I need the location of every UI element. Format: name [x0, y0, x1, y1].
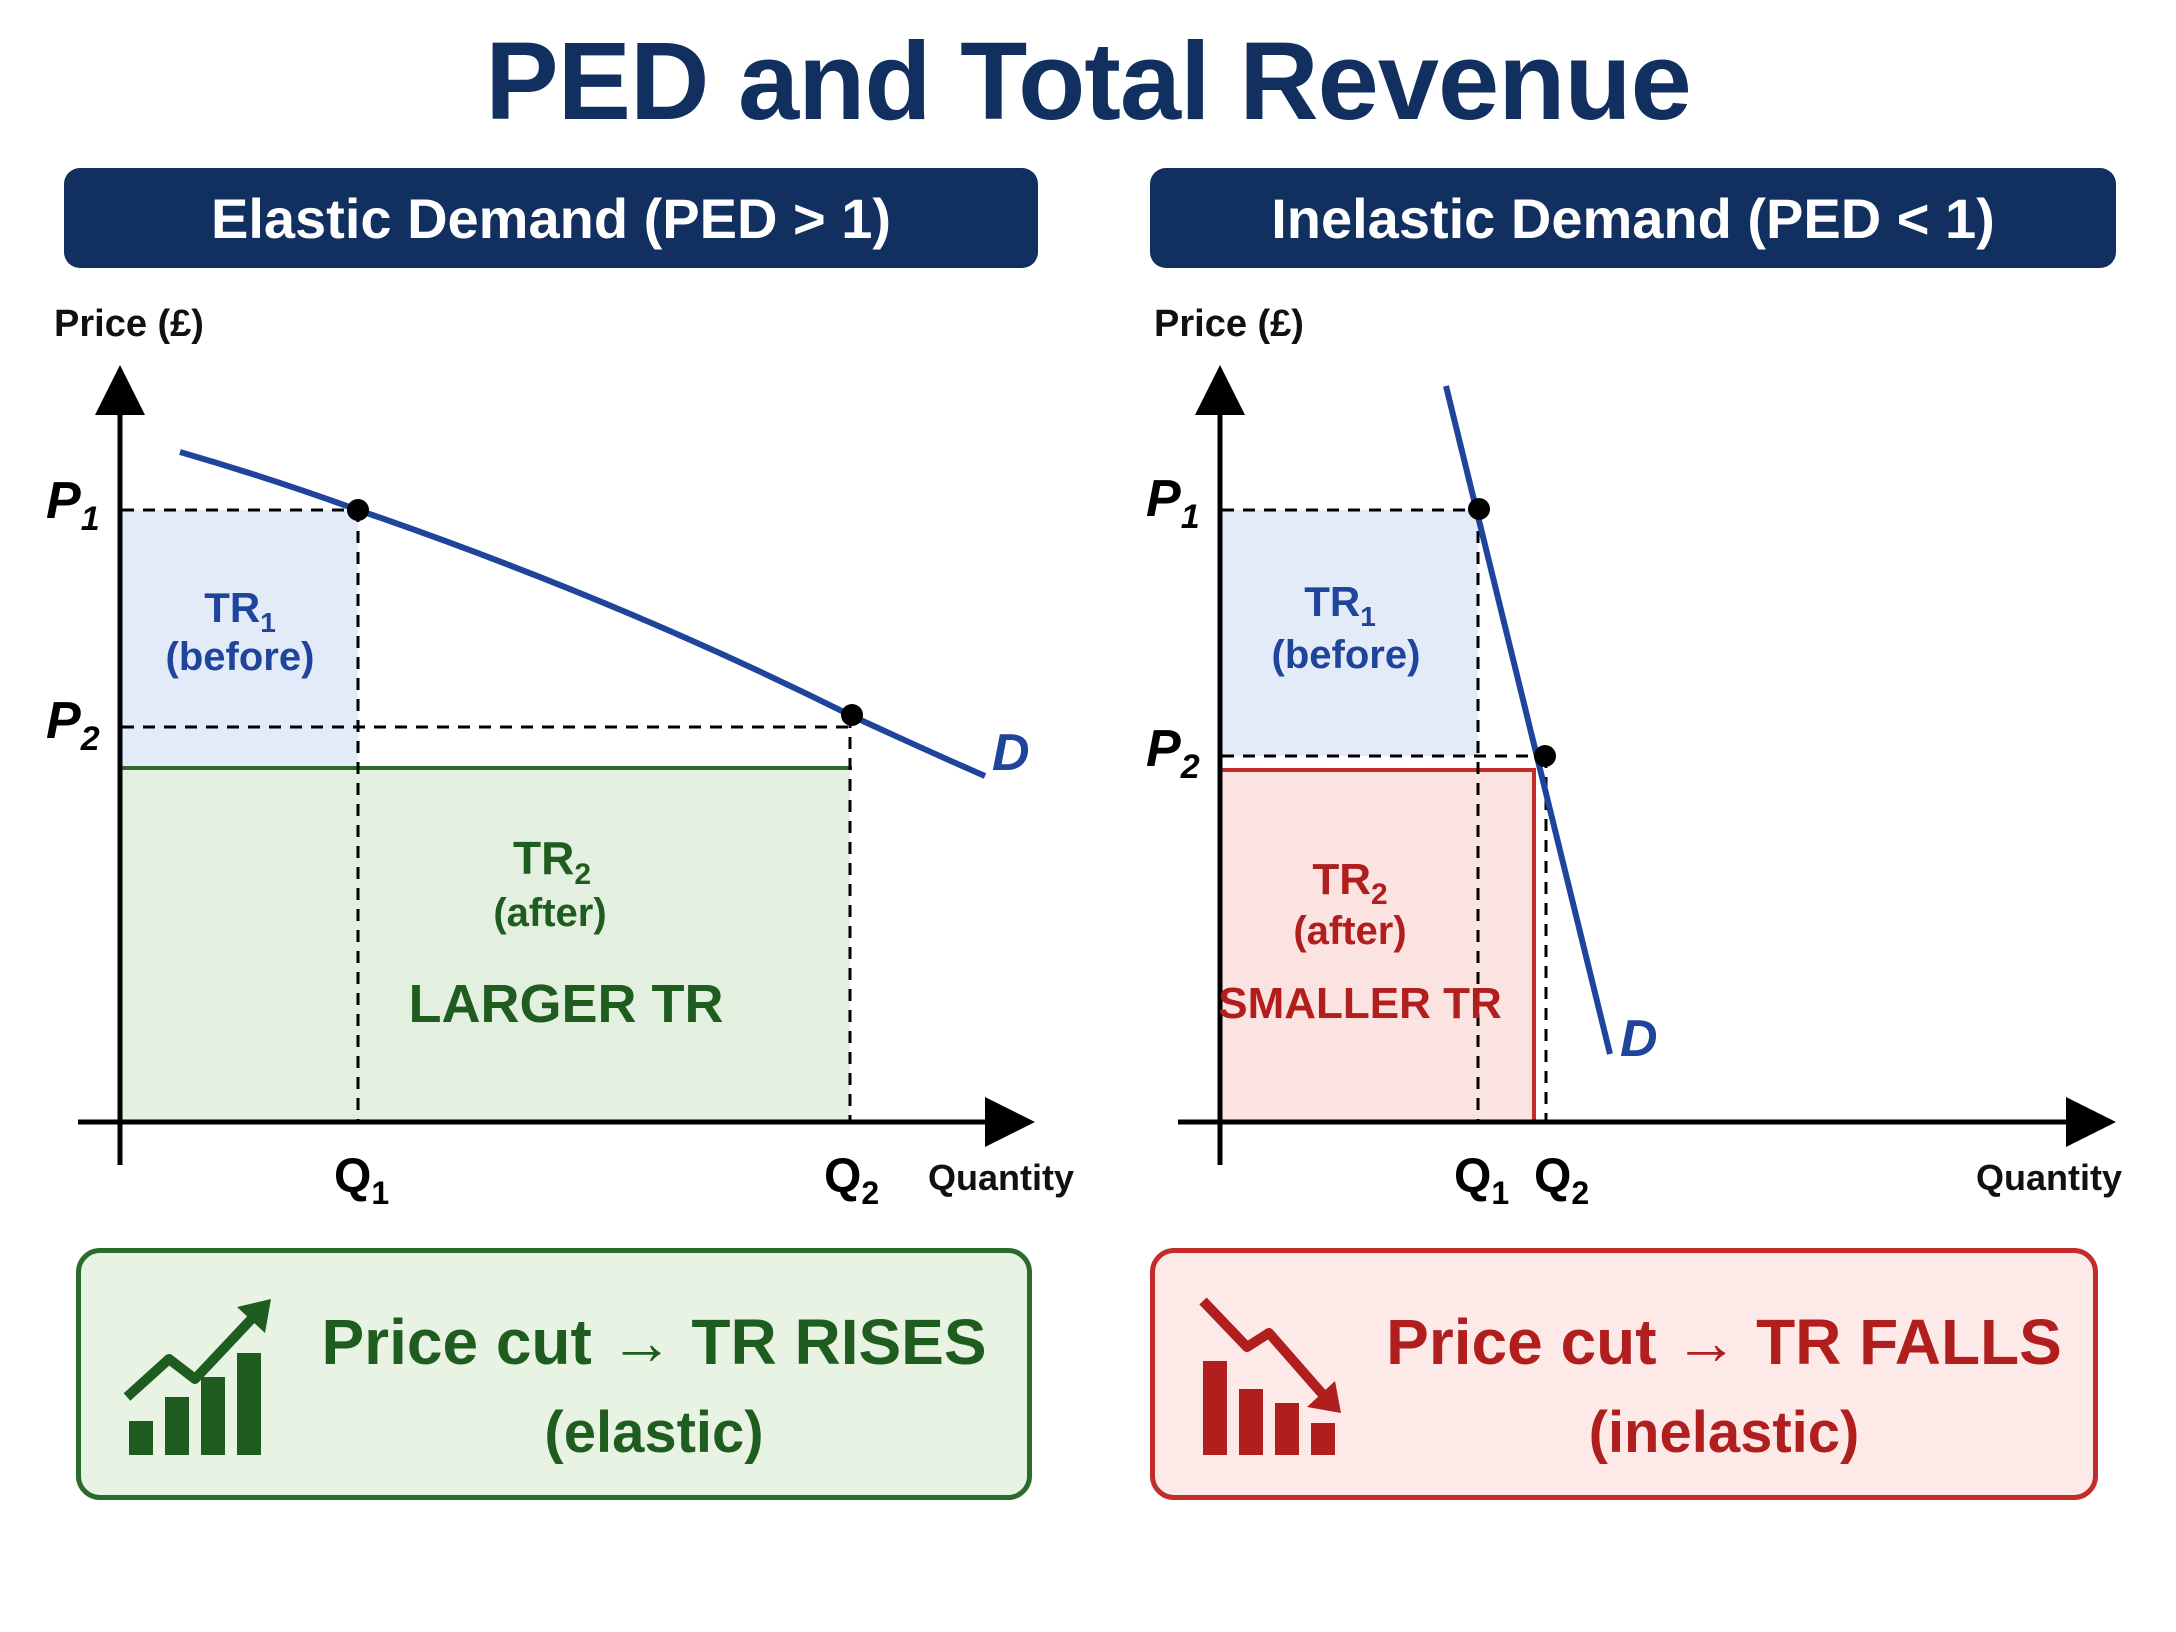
tr2-label: TR2	[1312, 855, 1387, 911]
tr2-note: (after)	[493, 891, 606, 935]
x-axis-label: Quantity	[928, 1157, 1074, 1198]
chart-falling-icon	[1199, 1297, 1341, 1455]
tr1-note: (before)	[1272, 633, 1421, 677]
tr2-area	[1222, 770, 1534, 1122]
tr1-note: (before)	[166, 635, 315, 679]
y-axis-label: Price (£)	[54, 303, 204, 345]
tr2-emphasis: SMALLER TR	[1218, 979, 1502, 1028]
p1-label: P1	[46, 472, 100, 538]
tr1-area	[122, 510, 358, 766]
point-p2-q2	[1534, 745, 1556, 767]
elastic-chart: D Price (£) Quantity P1 P2 Q1 Q2 TR1 (be…	[46, 303, 1074, 1211]
point-p2-q2	[841, 704, 863, 726]
tr1-area	[1222, 510, 1478, 756]
inelastic-summary-box: Price cut → TR FALLS (inelastic)	[1150, 1248, 2098, 1500]
q1-label: Q1	[334, 1150, 389, 1211]
q1-label: Q1	[1454, 1150, 1509, 1211]
p2-label: P2	[46, 692, 100, 758]
elastic-summary-box: Price cut → TR RISES (elastic)	[76, 1248, 1032, 1500]
curve-label-d: D	[992, 724, 1030, 782]
chart-rising-icon	[123, 1299, 271, 1455]
inelastic-summary-subtext: (inelastic)	[1588, 1400, 1860, 1465]
inelastic-panel-header: Inelastic Demand (PED < 1)	[1150, 168, 2116, 268]
point-p1-q1	[347, 499, 369, 521]
q2-label: Q2	[1534, 1150, 1589, 1211]
tr2-outline	[1222, 768, 1536, 1122]
tr1-label: TR1	[204, 584, 276, 638]
q2-label: Q2	[824, 1150, 879, 1211]
point-p1-q1	[1468, 498, 1490, 520]
p1-label: P1	[1146, 470, 1200, 536]
y-axis-label: Price (£)	[1154, 303, 1304, 345]
page-title: PED and Total Revenue	[485, 20, 1692, 143]
tr1-label: TR1	[1304, 578, 1376, 632]
inelastic-demand-curve	[1443, 385, 1613, 1055]
inelastic-chart: D Price (£) Quantity P1 P2 Q1 Q2 TR1 (be…	[1146, 303, 2122, 1211]
elastic-summary-subtext: (elastic)	[544, 1400, 764, 1465]
p2-label: P2	[1146, 720, 1200, 786]
elastic-panel-header: Elastic Demand (PED > 1)	[64, 168, 1038, 268]
tr2-label: TR2	[513, 832, 591, 891]
tr2-emphasis: LARGER TR	[409, 974, 724, 1034]
curve-label-d: D	[1620, 1010, 1658, 1068]
tr2-note: (after)	[1293, 909, 1406, 953]
tr2-area	[122, 768, 850, 1122]
elastic-demand-curve	[179, 449, 987, 779]
x-axis-label: Quantity	[1976, 1157, 2122, 1198]
elastic-summary-text: Price cut → TR RISES	[321, 1306, 987, 1378]
inelastic-summary-text: Price cut → TR FALLS	[1386, 1306, 2062, 1378]
